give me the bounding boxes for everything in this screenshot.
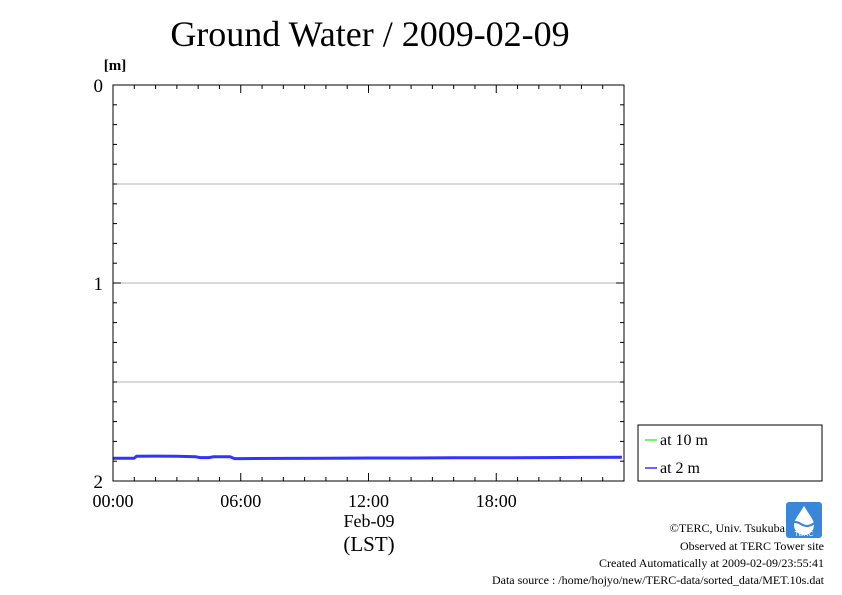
terc-logo: TERC xyxy=(786,502,822,538)
y-tick-labels: 0 1 2 xyxy=(94,76,104,493)
x-tick-label: 00:00 xyxy=(92,491,133,511)
legend-box xyxy=(637,424,823,482)
x-tick-label: 06:00 xyxy=(220,491,261,511)
x-tick-label: 12:00 xyxy=(348,491,389,511)
y-axis-unit-label: [m] xyxy=(104,58,127,74)
footer-source: Data source : /home/hojyo/new/TERC-data/… xyxy=(491,573,824,587)
y-tick-label: 2 xyxy=(94,472,104,493)
legend: at 10 m at 2 m xyxy=(637,424,823,482)
x-axis-label: (LST) xyxy=(343,532,394,556)
series-line-1 xyxy=(113,454,622,461)
logo-text: TERC xyxy=(794,531,813,538)
footer-copyright: ©TERC, Univ. Tsukuba xyxy=(669,521,785,535)
x-tick-labels: 00:00 06:00 12:00 18:00 xyxy=(92,491,516,511)
x-date-label: Feb-09 xyxy=(344,511,395,531)
footer-observed: Observed at TERC Tower site xyxy=(679,539,824,553)
y-tick-label: 0 xyxy=(94,76,104,97)
x-tick-label: 18:00 xyxy=(476,491,517,511)
legend-label-2m: at 2 m xyxy=(660,460,701,477)
legend-label-10m: at 10 m xyxy=(660,432,709,449)
grid-lines xyxy=(113,183,624,383)
axis-ticks xyxy=(112,84,625,482)
series-layer xyxy=(113,454,622,461)
footer-created: Created Automatically at 2009-02-09/23:5… xyxy=(599,556,824,570)
chart-title: Ground Water / 2009-02-09 xyxy=(170,14,569,54)
y-tick-label: 1 xyxy=(94,274,104,295)
